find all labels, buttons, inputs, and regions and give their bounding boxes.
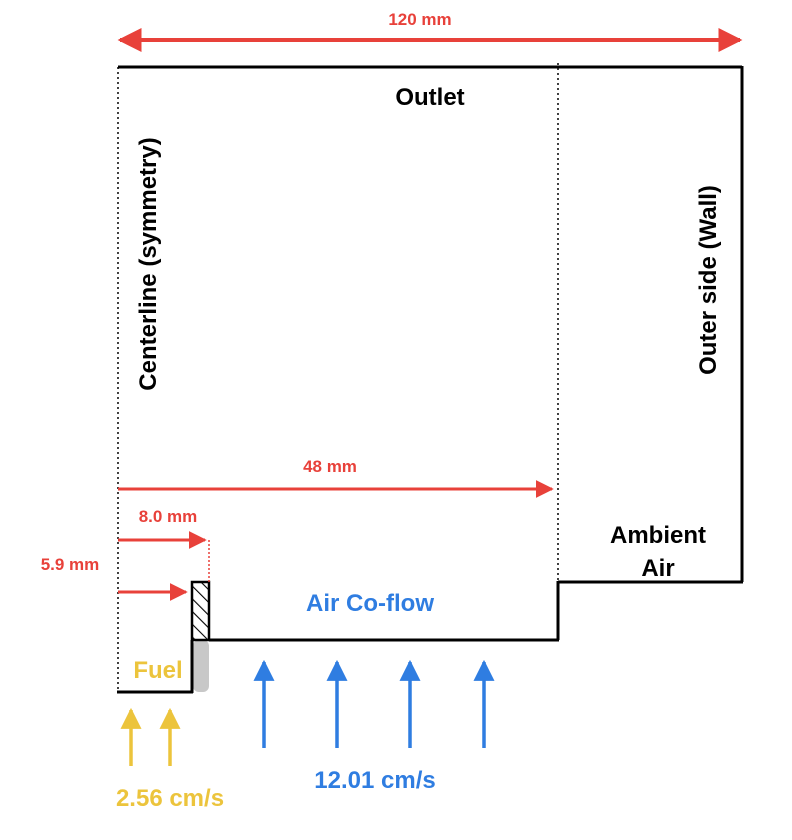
dimension-label-5-9mm: 5.9 mm <box>41 555 100 574</box>
nozzle-shadow <box>193 640 209 692</box>
nozzle-wall <box>190 580 211 642</box>
fuel-velocity-label: 2.56 cm/s <box>116 785 224 812</box>
dimension-label-8mm: 8.0 mm <box>139 507 198 526</box>
outer-side-label: Outer side (Wall) <box>695 185 722 375</box>
air-velocity-label: 12.01 cm/s <box>314 767 435 794</box>
dimension-label-120mm: 120 mm <box>388 10 451 29</box>
dimension-label-48mm: 48 mm <box>303 457 357 476</box>
fuel-label: Fuel <box>133 657 182 684</box>
outlet-label: Outlet <box>395 84 464 111</box>
ambient-air-label-line2: Air <box>641 555 674 582</box>
centerline-label: Centerline (symmetry) <box>135 137 162 390</box>
ambient-air-label-line1: Ambient <box>610 522 706 549</box>
air-coflow-label: Air Co-flow <box>306 590 434 617</box>
